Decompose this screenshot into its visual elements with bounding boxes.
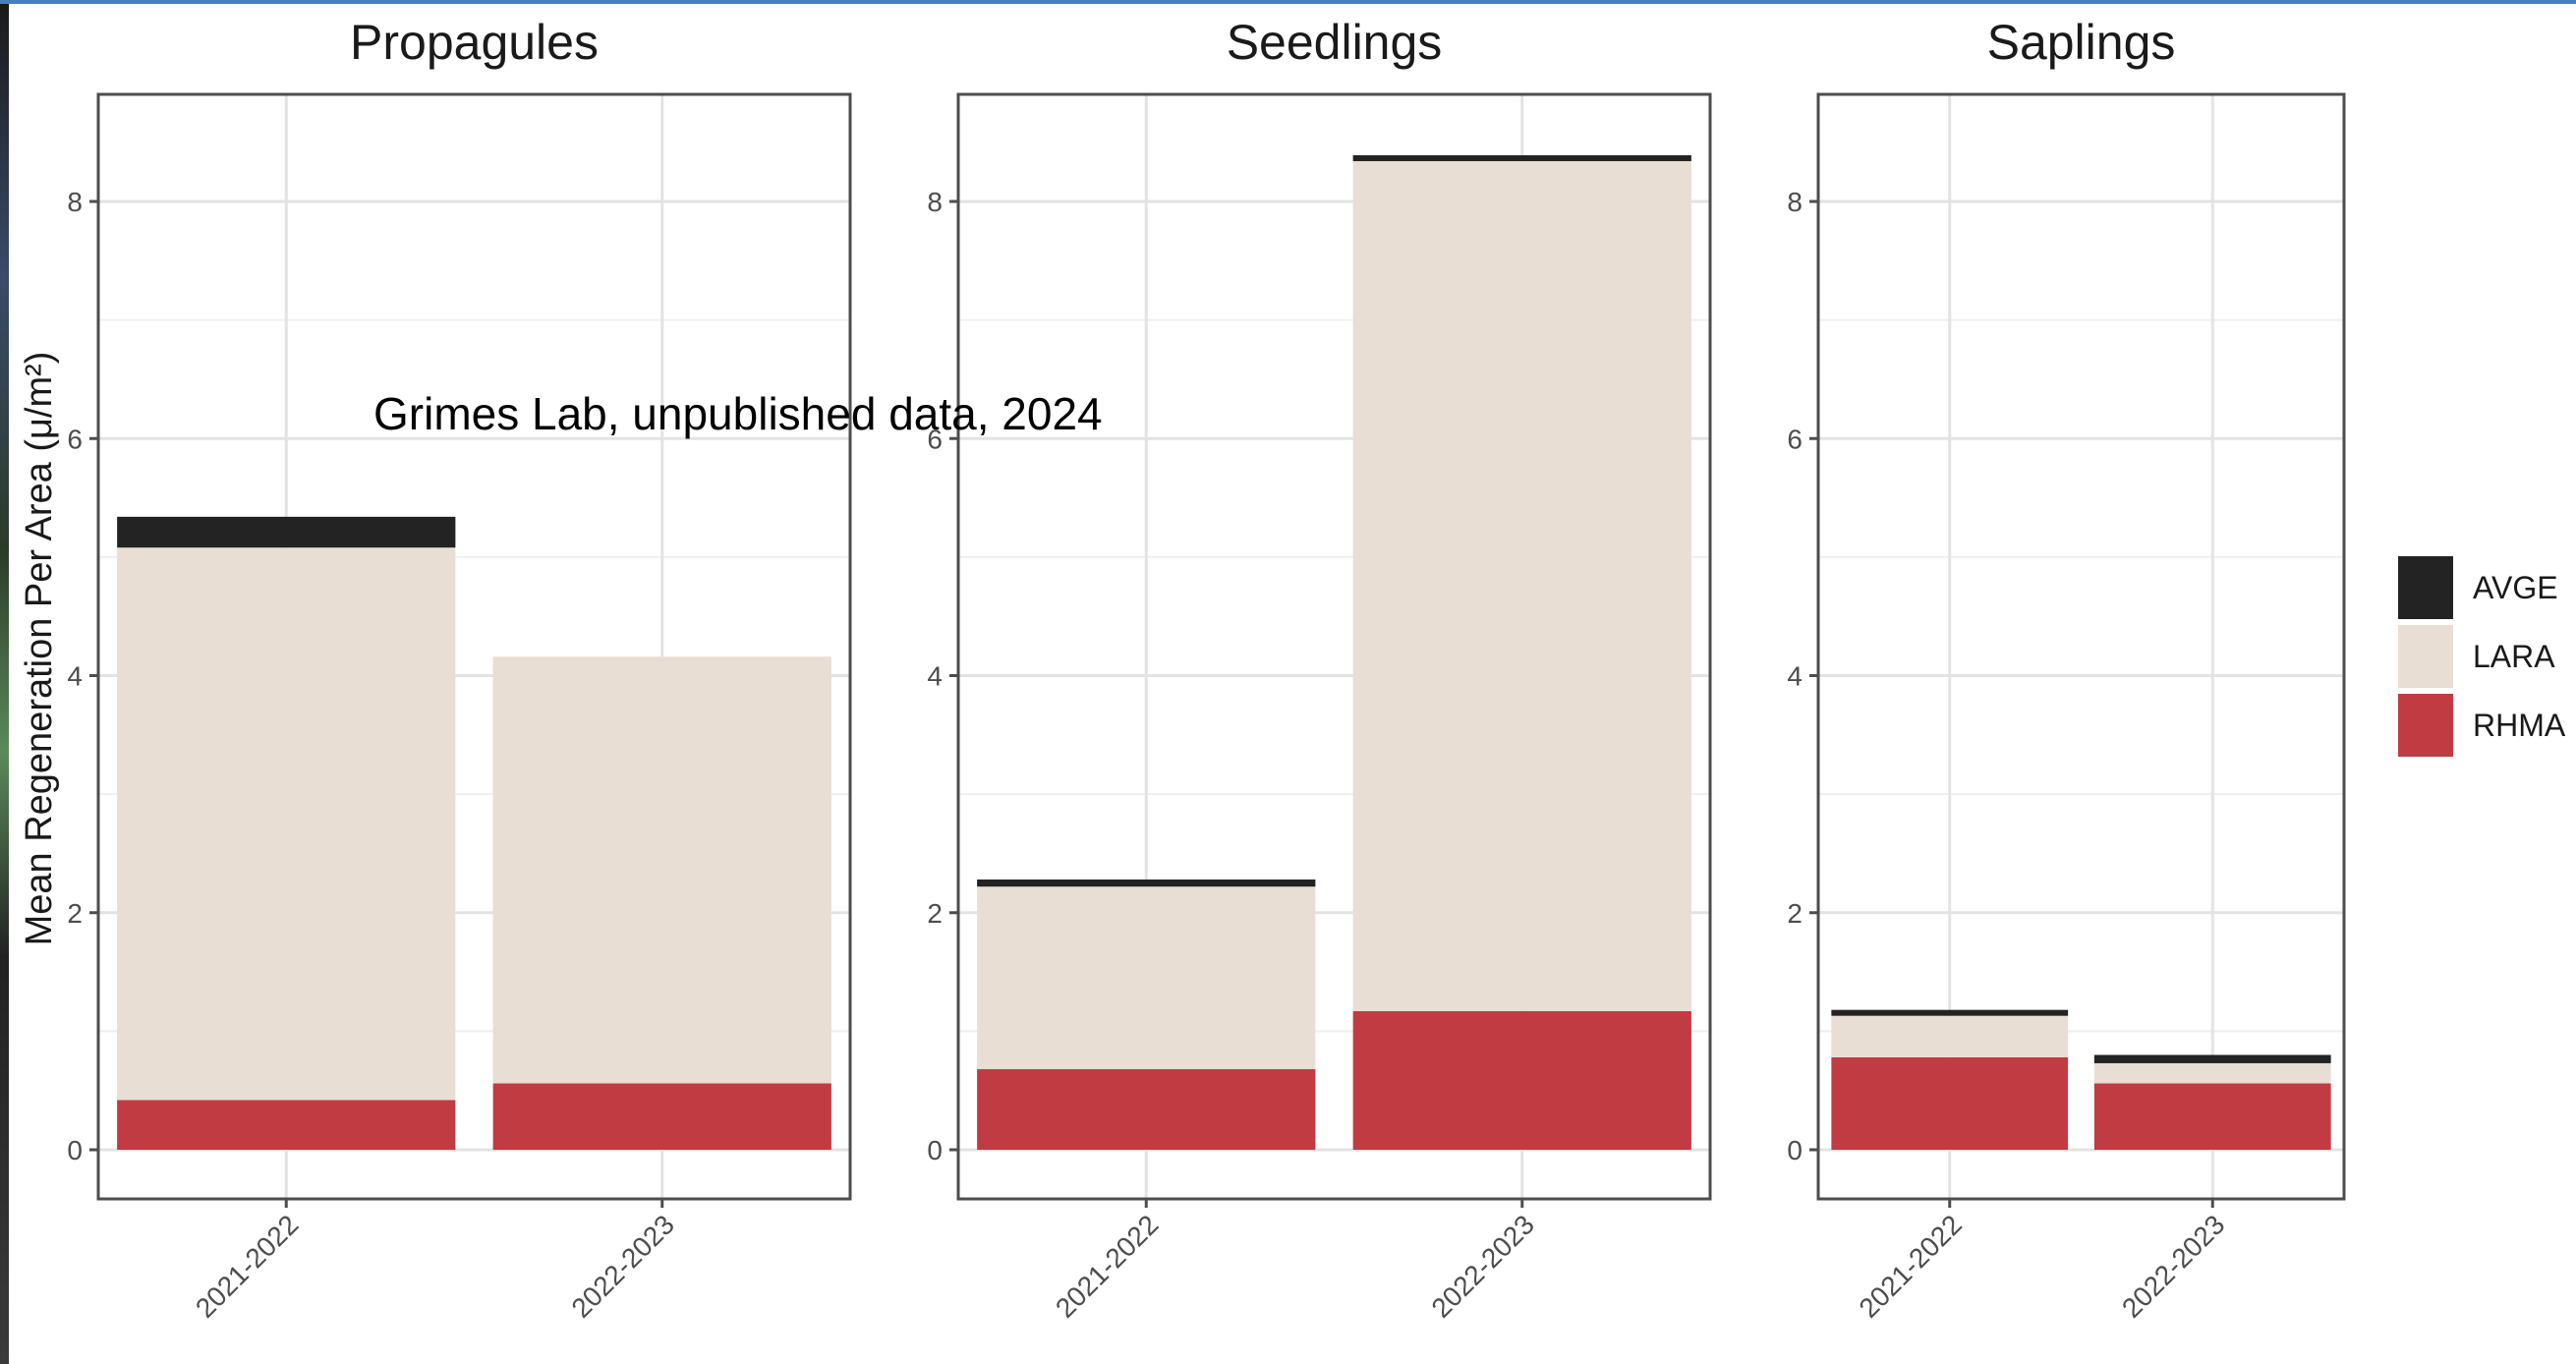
panel-border bbox=[1816, 92, 2346, 1201]
bar-lara-2022-2023 bbox=[2093, 1062, 2331, 1084]
panel-border bbox=[96, 92, 852, 1201]
y-tick-label: 0 bbox=[927, 1135, 943, 1165]
panel-border bbox=[956, 92, 1712, 1201]
bar-rhma-2022-2023 bbox=[492, 1083, 831, 1150]
bar-rhma-2022-2023 bbox=[2093, 1083, 2331, 1150]
y-tick-label: 4 bbox=[1787, 661, 1803, 692]
y-axis-label: Mean Regeneration Per Area (μ/m²) bbox=[19, 352, 60, 946]
bar-rhma-2021-2022 bbox=[1831, 1056, 2069, 1150]
bar-rhma-2022-2023 bbox=[1352, 1010, 1691, 1150]
y-tick-label: 6 bbox=[67, 424, 83, 454]
bar-rhma-2021-2022 bbox=[977, 1068, 1316, 1150]
watermark-annotation: Grimes Lab, unpublished data, 2024 bbox=[373, 388, 1103, 439]
x-tick-label: 2021-2022 bbox=[1050, 1209, 1165, 1324]
bar-rhma-2021-2022 bbox=[117, 1100, 456, 1150]
legend-label: LARA bbox=[2473, 639, 2555, 674]
y-tick-label: 2 bbox=[1787, 898, 1803, 929]
x-tick-label: 2022-2023 bbox=[2116, 1209, 2231, 1324]
bar-lara-2022-2023 bbox=[492, 656, 831, 1084]
y-tick-label: 8 bbox=[67, 187, 83, 217]
y-tick-label: 8 bbox=[1787, 187, 1803, 217]
panel-title: Saplings bbox=[1987, 15, 2176, 70]
legend-key bbox=[2398, 625, 2453, 688]
x-tick-label: 2021-2022 bbox=[190, 1209, 305, 1324]
legend-item-lara: LARA bbox=[2398, 625, 2555, 688]
x-tick-label: 2022-2023 bbox=[565, 1209, 680, 1324]
y-tick-label: 2 bbox=[67, 898, 83, 929]
bar-avge-2021-2022 bbox=[117, 516, 456, 548]
bar-avge-2022-2023 bbox=[1352, 154, 1691, 161]
panel-saplings: Saplings 0 2 4 6 8 2021-2022 2022-2023 bbox=[1787, 15, 2346, 1324]
panel-propagules: Propagules 0 2 4 6 8 2021-2022 2022-2023 bbox=[67, 15, 852, 1324]
legend-key bbox=[2398, 694, 2453, 757]
bar-avge-2021-2022 bbox=[977, 879, 1316, 887]
panel-title: Seedlings bbox=[1227, 15, 1443, 70]
panel-seedlings: Seedlings 0 2 4 6 8 2021-2022 2022-2023 bbox=[927, 15, 1712, 1324]
legend: AVGE LARA RHMA bbox=[2398, 556, 2566, 757]
legend-label: AVGE bbox=[2473, 570, 2558, 605]
bar-lara-2021-2022 bbox=[117, 547, 456, 1101]
legend-item-rhma: RHMA bbox=[2398, 694, 2566, 757]
bar-avge-2021-2022 bbox=[1831, 1009, 2069, 1016]
legend-label: RHMA bbox=[2473, 708, 2566, 743]
y-tick-label: 4 bbox=[67, 661, 83, 692]
left-edge-strip bbox=[0, 4, 9, 1364]
bar-lara-2022-2023 bbox=[1352, 160, 1691, 1011]
x-tick-label: 2021-2022 bbox=[1853, 1209, 1968, 1324]
x-tick-label: 2022-2023 bbox=[1425, 1209, 1540, 1324]
y-tick-label: 4 bbox=[927, 661, 943, 692]
y-tick-label: 2 bbox=[927, 898, 943, 929]
y-tick-label: 6 bbox=[1787, 424, 1803, 454]
bar-lara-2021-2022 bbox=[1831, 1015, 2069, 1057]
panel-title: Propagules bbox=[350, 15, 599, 70]
bar-avge-2022-2023 bbox=[2093, 1054, 2331, 1063]
y-tick-label: 6 bbox=[927, 424, 943, 454]
y-tick-label: 8 bbox=[927, 187, 943, 217]
legend-key bbox=[2398, 556, 2453, 619]
legend-item-avge: AVGE bbox=[2398, 556, 2558, 619]
bar-lara-2021-2022 bbox=[977, 886, 1316, 1069]
y-tick-label: 0 bbox=[1787, 1135, 1803, 1165]
y-tick-label: 0 bbox=[67, 1135, 83, 1165]
